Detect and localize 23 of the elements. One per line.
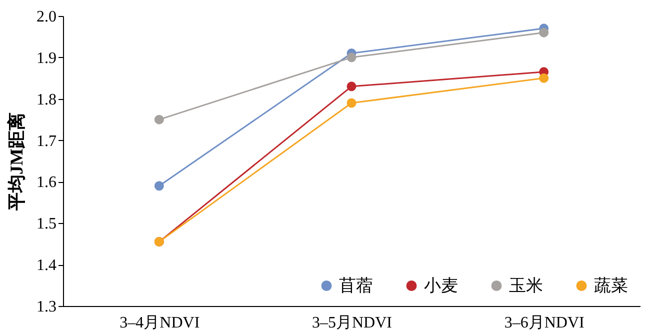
legend-label: 小麦	[424, 276, 458, 295]
x-tick-label: 3–5月NDVI	[312, 314, 392, 332]
point	[154, 181, 164, 191]
legend-label: 玉米	[509, 276, 543, 295]
legend-label: 苜蓿	[339, 276, 373, 295]
y-tick-label: 1.5	[36, 216, 56, 233]
point	[154, 114, 164, 124]
y-tick-label: 1.3	[36, 298, 56, 316]
y-tick-label: 1.4	[36, 257, 56, 274]
point	[539, 73, 549, 83]
y-tick-label: 1.6	[36, 174, 56, 192]
x-tick-label: 3–6月NDVI	[504, 314, 584, 332]
point	[346, 98, 356, 108]
y-tick-label: 2.0	[36, 8, 56, 26]
y-tick-label: 1.8	[36, 91, 56, 108]
point	[539, 28, 549, 38]
y-tick-label: 1.7	[36, 132, 56, 150]
x-tick-label: 3–4月NDVI	[120, 314, 200, 332]
legend-label: 蔬菜	[594, 276, 628, 295]
point	[346, 52, 356, 62]
point	[346, 82, 356, 92]
y-axis-title: 平均JM距离	[6, 112, 26, 212]
y-tick-label: 1.9	[36, 50, 56, 67]
